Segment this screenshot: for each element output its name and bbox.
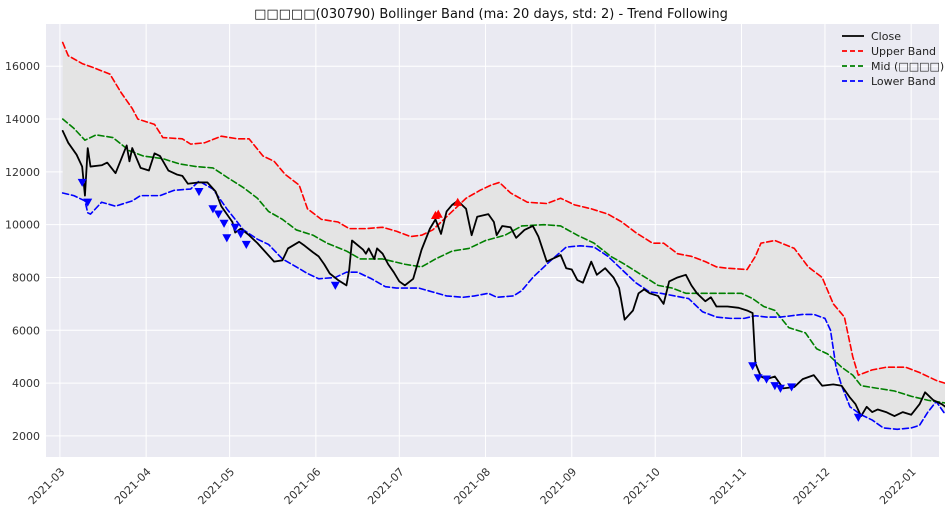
buy-signal-marker	[330, 281, 340, 290]
x-tick-label: 2021-09	[538, 465, 580, 507]
buy-signal-marker	[83, 198, 93, 207]
buy-signal-marker	[208, 205, 218, 214]
legend-label: Close	[871, 30, 901, 43]
band-fill	[62, 42, 945, 430]
buy-signal-marker	[748, 362, 758, 371]
series-lines	[61, 41, 945, 431]
buy-signal-marker	[236, 230, 246, 239]
y-tick-label: 4000	[12, 377, 40, 390]
series-lower-band-line	[61, 180, 945, 431]
y-tick-label: 16000	[5, 60, 40, 73]
buy-signal-marker	[753, 374, 763, 383]
x-tick-label: 2021-07	[365, 465, 407, 507]
chart-title: □□□□□(030790) Bollinger Band (ma: 20 day…	[254, 7, 728, 22]
legend-label: Upper Band	[871, 45, 936, 58]
series-upper-band-line	[61, 41, 945, 385]
y-tick-label: 2000	[12, 430, 40, 443]
x-tick-label: 2021-08	[451, 465, 493, 507]
x-tick-label: 2021-12	[791, 465, 833, 507]
x-tick-label: 2022-01	[877, 465, 919, 507]
buy-signal-marker	[241, 240, 251, 249]
buy-signal-marker	[222, 234, 232, 243]
series-close-line	[61, 130, 945, 417]
buy-signal-marker	[770, 382, 780, 391]
x-tick-label: 2021-04	[112, 465, 154, 507]
buy-signal-marker	[787, 383, 797, 392]
buy-signal-marker	[853, 413, 863, 422]
buy-signal-marker	[77, 178, 87, 187]
sell-signal-marker	[453, 197, 463, 206]
x-tick-label: 2021-06	[282, 465, 324, 507]
sell-signal-marker	[433, 209, 443, 218]
x-tick-label: 2021-11	[707, 465, 749, 507]
y-tick-label: 6000	[12, 324, 40, 337]
legend: Close Upper Band Mid (□□□□) Lower Band	[842, 30, 944, 88]
buy-signal-marker	[775, 384, 785, 393]
buy-signal-marker	[213, 210, 223, 219]
buy-signal-marker	[762, 375, 772, 384]
legend-label: Lower Band	[871, 75, 936, 88]
buy-signal-marker	[230, 223, 240, 232]
buy-signal-marker	[219, 219, 229, 228]
y-tick-label: 10000	[5, 219, 40, 232]
y-tick-label: 12000	[5, 166, 40, 179]
y-tick-label: 14000	[5, 113, 40, 126]
y-tick-label: 8000	[12, 271, 40, 284]
x-tick-label: 2021-10	[621, 465, 663, 507]
series-mid-line	[61, 118, 945, 404]
x-tick-label: 2021-05	[195, 465, 237, 507]
bollinger-band-fill	[62, 42, 945, 430]
x-tick-label: 2021-03	[26, 465, 68, 507]
legend-label: Mid (□□□□)	[871, 60, 944, 73]
signal-markers	[77, 178, 863, 422]
buy-signal-marker	[194, 188, 204, 197]
